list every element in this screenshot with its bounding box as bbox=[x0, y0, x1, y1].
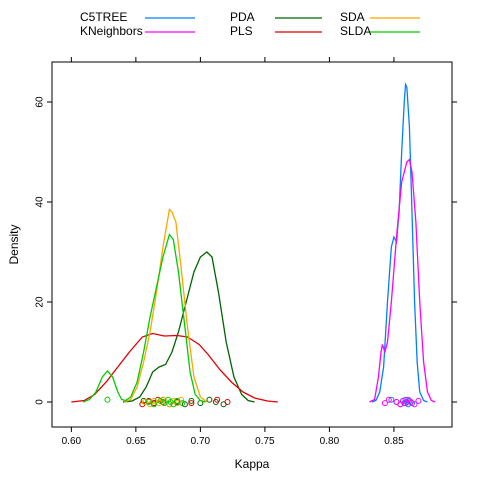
rug-point-slda bbox=[170, 401, 177, 408]
rug-point-slda bbox=[174, 397, 181, 404]
rug-point-pls bbox=[214, 396, 221, 403]
legend-label-pda: PDA bbox=[230, 10, 255, 24]
rug-point-sda bbox=[178, 396, 185, 403]
rug-point-slda bbox=[161, 400, 168, 407]
plot-area bbox=[71, 82, 436, 408]
rug-point-sda bbox=[141, 399, 148, 405]
y-tick-label: 20 bbox=[35, 296, 46, 308]
x-tick-label: 0.60 bbox=[62, 436, 82, 447]
y-axis-title: Density bbox=[7, 224, 21, 264]
rug-point-slda bbox=[179, 400, 186, 407]
y-tick-label: 60 bbox=[35, 96, 46, 108]
rug-point-pda bbox=[188, 397, 195, 404]
rug-point-kneighbors bbox=[411, 401, 418, 408]
y-tick-label: 0 bbox=[35, 399, 46, 405]
rug-point-slda bbox=[150, 401, 157, 408]
density-line-sda bbox=[124, 208, 208, 403]
x-axis-title: Kappa bbox=[235, 457, 270, 471]
legend-label-c5tree: C5TREE bbox=[80, 10, 127, 24]
rug-point-pda bbox=[206, 396, 213, 403]
x-tick-label: 0.65 bbox=[126, 436, 146, 447]
legend-label-kneighbors: KNeighbors bbox=[80, 24, 143, 38]
rug-point-kneighbors bbox=[381, 400, 388, 407]
rug-point-c5tree bbox=[388, 396, 395, 403]
density-line-kneighbors bbox=[369, 158, 436, 403]
axes: 0.60 0.65 0.70 0.75 0.80 0.85 0 20 40 60 bbox=[35, 57, 457, 447]
rug-point-kneighbors bbox=[385, 396, 392, 403]
legend-label-sda: SDA bbox=[340, 10, 365, 24]
legend-label-slda: SLDA bbox=[340, 24, 371, 38]
x-tick-label: 0.85 bbox=[384, 436, 404, 447]
rug-point-pls bbox=[224, 399, 231, 405]
x-tick-label: 0.70 bbox=[191, 436, 211, 447]
density-line-slda bbox=[82, 233, 206, 403]
rug-point-kneighbors bbox=[415, 397, 422, 404]
x-tick-label: 0.80 bbox=[320, 436, 340, 447]
x-tick-label: 0.75 bbox=[255, 436, 275, 447]
density-line-c5tree bbox=[371, 82, 428, 403]
rug-point-pls bbox=[188, 400, 195, 407]
legend-label-pls: PLS bbox=[230, 24, 253, 38]
density-line-pda bbox=[122, 251, 255, 403]
rug-point-slda bbox=[145, 399, 152, 405]
y-tick-label: 40 bbox=[35, 196, 46, 208]
plot-frame bbox=[51, 61, 453, 428]
density-line-pls bbox=[71, 332, 278, 403]
rug-point-slda bbox=[104, 396, 111, 403]
